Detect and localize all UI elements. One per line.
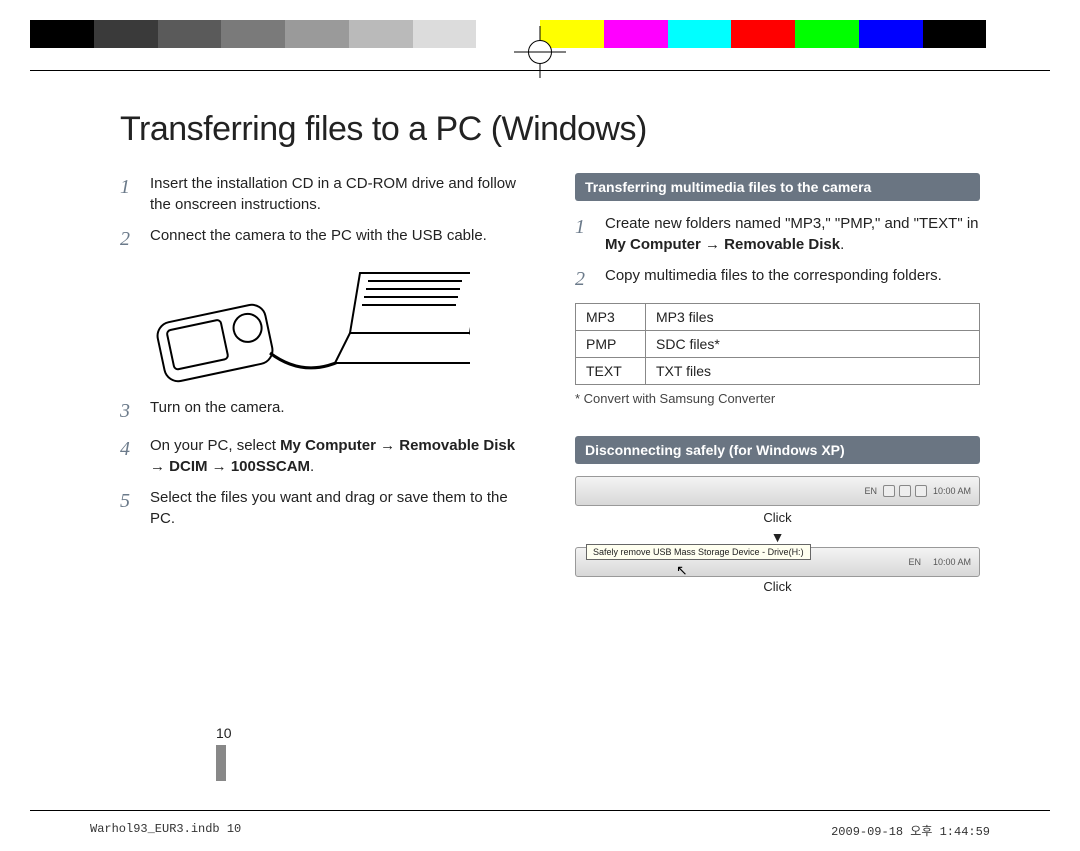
page-title: Transferring files to a PC (Windows) <box>120 110 980 149</box>
right-step-2: 2 Copy multimedia files to the correspon… <box>575 265 980 293</box>
windows-taskbar-1: EN 10:00 AM <box>575 476 980 506</box>
step-text: Copy multimedia files to the correspondi… <box>605 265 980 293</box>
tray-icon <box>899 485 911 497</box>
tray-icons <box>883 485 927 497</box>
taskbar-time: 10:00 AM <box>933 557 971 567</box>
step-text: Connect the camera to the PC with the US… <box>150 225 525 253</box>
registration-mark <box>520 32 560 72</box>
left-column: 1 Insert the installation CD in a CD-ROM… <box>120 173 525 598</box>
windows-taskbar-2: Safely remove USB Mass Storage Device - … <box>575 547 980 577</box>
lang-indicator: EN <box>864 486 877 496</box>
subheading-transfer: Transferring multimedia files to the cam… <box>575 173 980 201</box>
taskbar-time: 10:00 AM <box>933 486 971 496</box>
step-text: Select the files you want and drag or sa… <box>150 487 525 529</box>
step-1: 1 Insert the installation CD in a CD-ROM… <box>120 173 525 215</box>
footer-file: Warhol93_EUR3.indb 10 <box>90 822 241 839</box>
crop-rule-top <box>30 70 1050 71</box>
table-row: TEXTTXT files <box>576 358 980 385</box>
camera-laptop-illustration <box>150 263 470 383</box>
step-5: 5 Select the files you want and drag or … <box>120 487 525 529</box>
lang-indicator: EN <box>908 557 921 567</box>
step-text: Turn on the camera. <box>150 397 525 425</box>
click-label: Click <box>575 579 980 594</box>
tray-icon <box>883 485 895 497</box>
arrow-down-icon: ▼ <box>575 529 980 545</box>
tray-icon <box>915 485 927 497</box>
right-step-1: 1 Create new folders named "MP3," "PMP,"… <box>575 213 980 255</box>
safely-remove-tooltip: Safely remove USB Mass Storage Device - … <box>586 544 811 560</box>
step-text: Insert the installation CD in a CD-ROM d… <box>150 173 525 215</box>
click-label: Click <box>575 510 980 525</box>
table-row: MP3MP3 files <box>576 304 980 331</box>
step-text: On your PC, select My Computer → Removab… <box>150 435 525 477</box>
crop-rule-bottom <box>30 810 1050 811</box>
table-row: PMPSDC files* <box>576 331 980 358</box>
step-4: 4 On your PC, select My Computer → Remov… <box>120 435 525 477</box>
step-2: 2 Connect the camera to the PC with the … <box>120 225 525 253</box>
subheading-disconnect: Disconnecting safely (for Windows XP) <box>575 436 980 464</box>
file-type-table: MP3MP3 files PMPSDC files* TEXTTXT files <box>575 303 980 385</box>
print-footer: Warhol93_EUR3.indb 10 2009-09-18 오후 1:44… <box>90 822 990 839</box>
footer-timestamp: 2009-09-18 오후 1:44:59 <box>831 822 990 839</box>
page-number: 10 <box>216 725 232 781</box>
manual-page: Transferring files to a PC (Windows) 1 I… <box>120 110 980 781</box>
right-column: Transferring multimedia files to the cam… <box>575 173 980 598</box>
step-text: Create new folders named "MP3," "PMP," a… <box>605 213 980 255</box>
cursor-icon: ↖ <box>676 562 688 579</box>
table-footnote: * Convert with Samsung Converter <box>575 391 980 406</box>
step-3: 3 Turn on the camera. <box>120 397 525 425</box>
